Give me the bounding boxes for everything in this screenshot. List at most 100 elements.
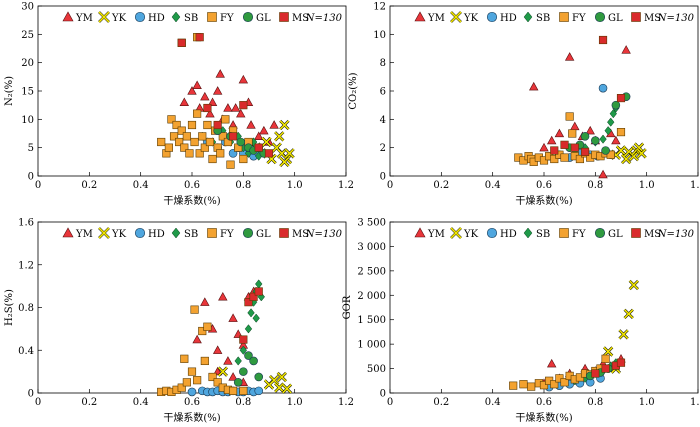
data-point-fy bbox=[213, 378, 222, 387]
data-point-ms bbox=[264, 149, 274, 158]
data-point-fy bbox=[550, 154, 559, 164]
data-point-fy bbox=[157, 137, 166, 147]
chart-panel-3: 0 0.2 0.4 0.6 0.8 1.0 1.2 0 0.4 0.8 1.2 1.6 干燥系数(%) H… bbox=[4, 218, 354, 425]
x-tick-label: 0.8 bbox=[235, 180, 251, 191]
legend-marker-fy bbox=[207, 12, 217, 22]
y-tick-label: 10 bbox=[21, 115, 34, 126]
x-tick-label: 0 bbox=[387, 180, 393, 191]
data-point-fy bbox=[606, 150, 615, 159]
y-tick-label: 2 bbox=[380, 143, 386, 154]
data-point-ym bbox=[269, 120, 279, 129]
legend-marker-gl bbox=[594, 227, 606, 239]
data-point-fy bbox=[195, 149, 204, 158]
y-axis-label: GOR bbox=[342, 295, 353, 319]
data-point-ym bbox=[223, 103, 233, 112]
data-point-fy bbox=[208, 372, 217, 382]
data-point-yk bbox=[281, 383, 293, 394]
y-tick-label: 25 bbox=[21, 30, 34, 41]
data-point-yk bbox=[276, 371, 287, 383]
x-tick-label: 0.4 bbox=[485, 397, 501, 408]
data-point-ym bbox=[192, 334, 202, 344]
data-point-ym bbox=[200, 91, 210, 101]
data-point-yk bbox=[628, 151, 639, 162]
data-point-ym bbox=[546, 358, 557, 368]
legend-marker-ms bbox=[631, 12, 641, 22]
legend-marker-sb bbox=[171, 11, 181, 23]
data-point-ym bbox=[218, 291, 228, 301]
data-point-fy bbox=[164, 143, 173, 152]
data-point-fy bbox=[539, 156, 549, 165]
data-point-fy bbox=[550, 380, 559, 389]
x-tick-label: 0.2 bbox=[81, 397, 97, 408]
legend-label-yk: YK bbox=[111, 229, 127, 240]
data-point-fy bbox=[177, 126, 186, 135]
data-point-fy bbox=[539, 381, 549, 390]
data-point-ms bbox=[254, 287, 263, 296]
data-point-ms bbox=[616, 358, 626, 367]
data-point-sb bbox=[604, 126, 612, 136]
legend-marker-ym bbox=[414, 227, 426, 238]
data-point-ym bbox=[212, 86, 223, 95]
data-point-fy bbox=[221, 115, 230, 124]
y-tick-label: 1.2 bbox=[18, 260, 34, 271]
y-tick-label: 30 bbox=[21, 2, 34, 13]
legend-label-ym: YM bbox=[427, 229, 445, 240]
y-tick-label: 4 bbox=[380, 115, 386, 126]
y-tick-label: 12 bbox=[373, 2, 386, 13]
data-point-ms bbox=[598, 35, 608, 45]
legend-label-ms: MS bbox=[292, 13, 309, 24]
data-point-ym bbox=[564, 52, 575, 61]
x-tick-label: 0 bbox=[35, 397, 41, 408]
data-point-fy bbox=[193, 109, 202, 118]
legend-label-fy: FY bbox=[220, 229, 234, 240]
data-point-ym bbox=[223, 356, 233, 365]
y-tick-label: 8 bbox=[380, 58, 386, 69]
legend-marker-yk bbox=[98, 227, 110, 239]
x-tick-label: 0.8 bbox=[587, 180, 603, 191]
y-tick-label: 0 bbox=[380, 172, 386, 183]
data-point-sb bbox=[609, 109, 617, 119]
x-tick-label: 1.2 bbox=[690, 397, 700, 408]
data-point-fy bbox=[172, 120, 181, 130]
data-point-fy bbox=[185, 149, 194, 158]
legend-label-gl: GL bbox=[256, 229, 271, 240]
legend-label-yk: YK bbox=[463, 229, 479, 240]
legend-marker-ym bbox=[62, 227, 74, 238]
data-point-yk bbox=[279, 119, 290, 131]
data-point-hd bbox=[187, 387, 197, 397]
x-tick-label: 0.2 bbox=[81, 180, 97, 191]
legend-label-gl: GL bbox=[608, 13, 623, 24]
data-point-ym bbox=[570, 121, 580, 131]
legend-label-fy: FY bbox=[572, 229, 586, 240]
data-point-fy bbox=[200, 143, 209, 152]
data-point-ms bbox=[239, 335, 248, 344]
x-tick-label: 0.4 bbox=[133, 397, 149, 408]
legend-marker-sb bbox=[171, 227, 181, 239]
data-point-fy bbox=[519, 380, 528, 389]
data-point-ms bbox=[177, 38, 186, 47]
data-point-sb bbox=[234, 356, 242, 366]
data-point-ms bbox=[550, 146, 559, 155]
data-point-ym bbox=[200, 297, 210, 306]
data-point-yk bbox=[279, 156, 290, 167]
data-point-fy bbox=[187, 120, 197, 130]
data-point-fy bbox=[529, 157, 538, 166]
x-tick-label: 0 bbox=[35, 180, 41, 191]
y-tick-label: 2 000 bbox=[357, 291, 386, 302]
x-tick-label: 1.2 bbox=[690, 180, 700, 191]
legend-label-gl: GL bbox=[256, 13, 271, 24]
legend-label-sb: SB bbox=[536, 13, 550, 24]
y-tick-label: 20 bbox=[21, 58, 34, 69]
data-point-ms bbox=[601, 364, 610, 373]
legend-marker-hd bbox=[486, 11, 498, 23]
data-point-fy bbox=[527, 382, 536, 391]
chart-panel-2: 0 0.2 0.4 0.6 0.8 1.0 1.2 0 2 4 6 8 10 12 干燥系数(%) CO₂(%… bbox=[348, 2, 700, 208]
data-point-fy bbox=[239, 154, 248, 164]
data-point-fy bbox=[187, 367, 197, 376]
y-tick-label: 6 bbox=[380, 87, 386, 98]
legend-marker-sb bbox=[523, 11, 533, 23]
y-tick-label: 0 bbox=[380, 389, 386, 400]
legend-marker-ym bbox=[414, 11, 426, 22]
data-point-ym bbox=[215, 69, 225, 78]
data-point-hd bbox=[254, 386, 264, 396]
